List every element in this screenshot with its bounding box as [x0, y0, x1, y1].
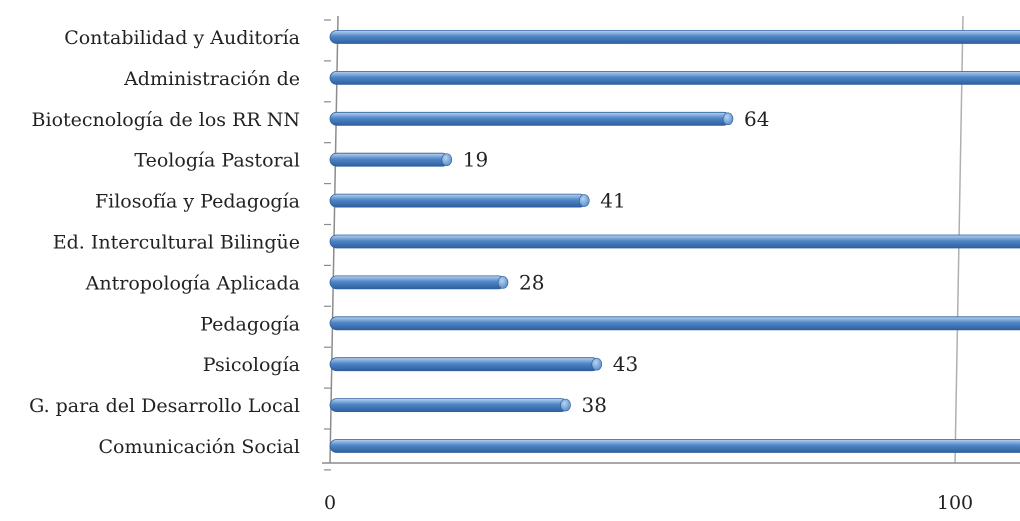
category-label-9: G. para del Desarrollo Local	[29, 395, 300, 417]
bar-5	[329, 234, 1020, 249]
category-label-8: Psicología	[203, 354, 300, 376]
bar-4	[329, 193, 590, 208]
bar-body	[329, 111, 731, 126]
bar-body	[329, 439, 1020, 453]
bar-cap	[497, 276, 509, 289]
bars	[329, 30, 1020, 453]
bar-cap	[441, 153, 453, 166]
bar-body	[329, 357, 600, 372]
value-label-4: 41	[600, 189, 625, 213]
bar-9	[329, 398, 571, 413]
value-label-6: 28	[519, 270, 544, 294]
bar-1	[329, 71, 1020, 85]
value-label-9: 38	[582, 393, 607, 417]
bar-body	[329, 234, 1020, 249]
bar-body	[329, 316, 1020, 331]
category-label-5: Ed. Intercultural Bilingüe	[53, 232, 300, 254]
category-label-2: Biotecnología de los RR NN	[32, 109, 300, 131]
labels: 0100200300400500113Contabilidad y Audito…	[29, 27, 973, 514]
bar-cap	[722, 112, 734, 126]
bar-body	[329, 30, 1020, 44]
bar-body	[329, 152, 450, 167]
value-label-2: 64	[744, 107, 769, 131]
bar-body	[329, 71, 1020, 85]
category-label-0: Contabilidad y Auditoría	[64, 27, 300, 49]
bar-3	[329, 152, 453, 167]
category-label-3: Teología Pastoral	[134, 150, 300, 172]
bar-body	[329, 193, 587, 208]
bar-body	[329, 275, 506, 290]
category-label-7: Pedagogía	[200, 313, 300, 335]
bar-body	[329, 398, 568, 413]
value-label-8: 43	[613, 352, 638, 376]
bar-cap	[578, 194, 590, 207]
bar-cap	[560, 398, 571, 412]
x-tick-label-100: 100	[937, 492, 973, 514]
bar-cap	[591, 357, 603, 371]
category-label-4: Filosofía y Pedagogía	[95, 191, 300, 213]
bar-6	[329, 275, 509, 290]
value-label-3: 19	[463, 148, 488, 172]
bar-8	[329, 357, 603, 372]
bar-10	[329, 439, 1020, 453]
x-tick-label-0: 0	[324, 492, 336, 514]
bar-7	[329, 316, 1020, 331]
category-label-1: Administración de	[123, 68, 300, 90]
bar-2	[329, 111, 734, 126]
category-label-6: Antropología Aplicada	[85, 272, 300, 294]
category-label-10: Comunicación Social	[98, 436, 300, 458]
bar-0	[329, 30, 1020, 44]
